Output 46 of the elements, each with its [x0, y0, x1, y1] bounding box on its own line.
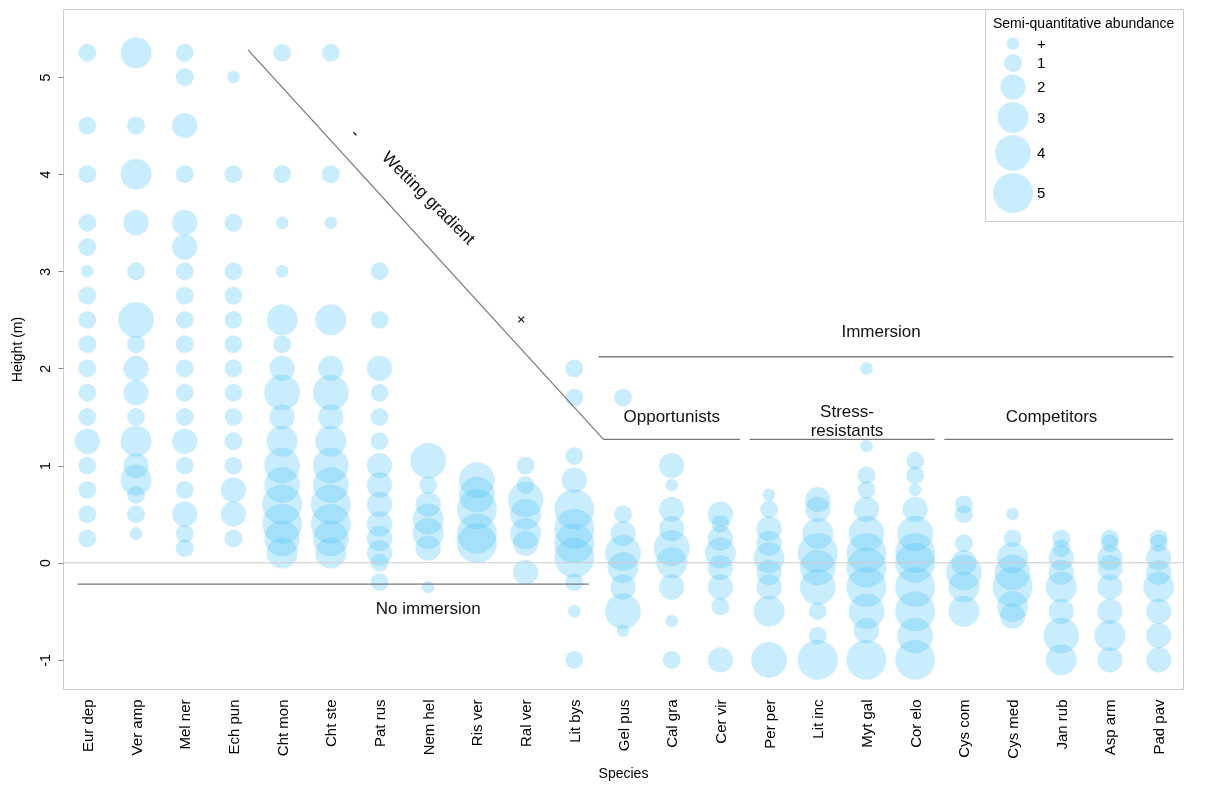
x-tick-label: Ech pun	[224, 699, 242, 755]
annotation: Competitors	[1005, 407, 1098, 426]
legend-label: 3	[1037, 108, 1046, 126]
annotation: +	[510, 309, 532, 330]
x-axis-title: Species	[598, 764, 649, 781]
x-tick-label: Lit bys	[565, 699, 583, 743]
x-tick-label: Gel pus	[614, 699, 632, 752]
legend-label: 4	[1037, 144, 1046, 161]
y-tick-label: 0	[36, 559, 53, 568]
y-tick-label: 5	[36, 73, 53, 82]
x-tick-label: Cys com	[955, 699, 973, 758]
x-tick-label: Pad pav	[1150, 699, 1168, 755]
x-tick-label: Jan rub	[1052, 699, 1070, 750]
annotation: No immersion	[375, 599, 481, 619]
y-tick-label: 3	[36, 267, 53, 276]
y-axis-title: Height (m)	[8, 316, 25, 383]
legend-label: +	[1037, 34, 1046, 52]
x-tick-label: Cer vir	[711, 699, 729, 744]
x-tick-label: Per per	[760, 699, 778, 749]
x-tick-label: Cht mon	[273, 699, 291, 757]
y-tick-label: 4	[36, 170, 53, 179]
legend-label: 1	[1037, 54, 1046, 71]
annotation: -	[346, 124, 365, 142]
x-tick-label: Ris ver	[468, 699, 486, 747]
legend-title: Semi-quantitative abundance	[993, 15, 1175, 31]
y-tick-label: -1	[36, 653, 53, 667]
y-tick-label: 1	[36, 461, 53, 470]
x-tick-label: Cht ste	[322, 699, 340, 748]
x-tick-label: Nem hel	[419, 699, 437, 756]
x-tick-label: Asp arm	[1101, 699, 1119, 756]
x-tick-label: Eur dep	[78, 699, 96, 753]
x-tick-label: Lit inc	[809, 699, 827, 739]
x-tick-label: Cal gra	[663, 698, 681, 748]
x-tick-label: Myt gal	[857, 699, 875, 748]
x-tick-label: Cor elo	[906, 699, 924, 748]
x-tick-label: Pat rus	[371, 699, 389, 748]
annotation: Opportunists	[623, 407, 720, 426]
y-tick-label: 2	[36, 364, 53, 373]
x-tick-label: Mel ner	[176, 699, 194, 750]
x-tick-label: Ral ver	[517, 699, 535, 748]
legend-label: 5	[1037, 184, 1046, 201]
x-tick-label: Ver amp	[127, 699, 145, 756]
legend-label: 2	[1037, 78, 1046, 95]
annotation: Stress-resistants	[810, 402, 884, 441]
annotation: Immersion	[841, 321, 921, 341]
x-tick-label: Cys med	[1004, 699, 1022, 759]
